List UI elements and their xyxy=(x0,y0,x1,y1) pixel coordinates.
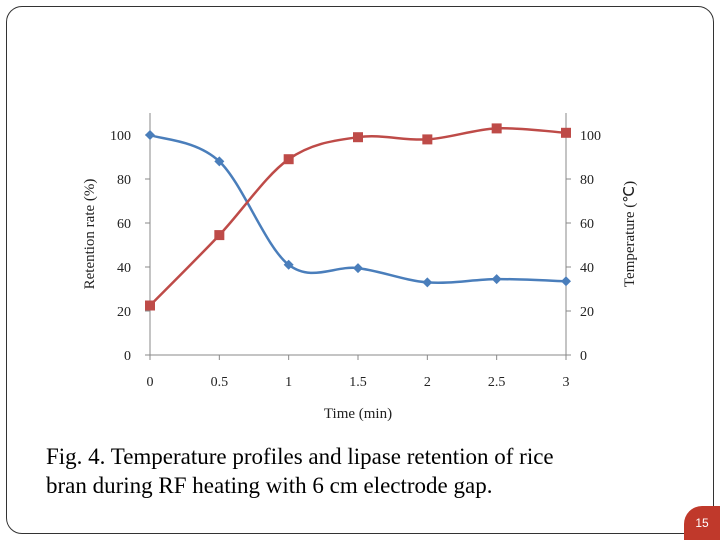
x-tick-label: 2.5 xyxy=(488,375,506,390)
y-tick-label-left: 100 xyxy=(110,129,131,144)
page-number-badge: 15 xyxy=(684,506,720,540)
series-layer xyxy=(145,123,571,311)
caption-line-1: Fig. 4. Temperature profiles and lipase … xyxy=(46,444,554,469)
temperature-point xyxy=(491,123,502,134)
x-tick-label: 0.5 xyxy=(211,375,229,390)
temperature-point xyxy=(283,154,294,165)
y-tick-label-right: 20 xyxy=(580,305,594,320)
x-ticks: 0 0.5 1 1.5 2 2.5 3 xyxy=(147,355,570,390)
y-tick-label-right: 40 xyxy=(580,261,594,276)
page-number: 15 xyxy=(695,516,709,530)
x-tick-label: 2 xyxy=(424,375,431,390)
temperature-point xyxy=(561,127,571,138)
x-tick-label: 1.5 xyxy=(349,375,367,390)
temperature-point xyxy=(145,300,155,311)
temperature-point xyxy=(214,230,225,241)
x-axis-title: Time (min) xyxy=(324,406,392,422)
y-tick-label-right: 60 xyxy=(580,217,594,232)
retention-point xyxy=(561,276,571,287)
y-ticks-right: 0 20 40 60 80 100 xyxy=(566,129,601,364)
retention-point xyxy=(353,263,363,274)
y-tick-label-left: 80 xyxy=(117,173,131,188)
y-ticks-left: 0 20 40 60 80 100 xyxy=(110,129,150,364)
figure-caption: Fig. 4. Temperature profiles and lipase … xyxy=(46,442,686,500)
y-tick-label-left: 40 xyxy=(117,261,131,276)
y-axis-title-right: Temperature (℃) xyxy=(622,181,638,287)
temperature-point xyxy=(422,134,433,145)
y-tick-label-right: 80 xyxy=(580,173,594,188)
caption-line-2: bran during RF heating with 6 cm electro… xyxy=(46,473,493,498)
retention-point xyxy=(422,277,433,288)
x-tick-label: 0 xyxy=(147,375,154,390)
retention-series-line xyxy=(149,133,567,285)
retention-point xyxy=(283,259,294,270)
retention-point xyxy=(491,274,502,285)
retention-point xyxy=(214,156,225,167)
y-axis-title-left: Retention rate (%) xyxy=(82,179,98,290)
y-tick-label-right: 0 xyxy=(580,349,587,364)
x-tick-label: 3 xyxy=(563,375,570,390)
y-tick-label-left: 20 xyxy=(117,305,131,320)
y-tick-label-right: 100 xyxy=(580,129,601,144)
y-tick-label-left: 0 xyxy=(124,349,131,364)
x-tick-label: 1 xyxy=(285,375,292,390)
retention-point xyxy=(145,130,155,140)
temperature-point xyxy=(353,132,363,143)
y-tick-label-left: 60 xyxy=(117,217,131,232)
